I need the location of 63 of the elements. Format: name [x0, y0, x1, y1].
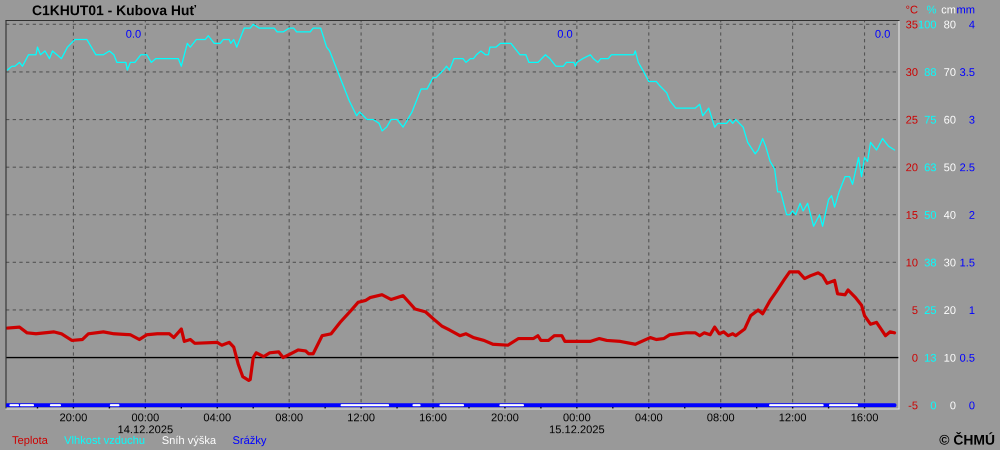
x-tick-label: 04:00: [204, 413, 231, 422]
y-axis-title: °C: [906, 6, 918, 14]
x-tick-label: 12:00: [348, 413, 375, 422]
x-tick-label: 16:00: [851, 413, 878, 422]
y-tick-label: 1: [970, 306, 974, 314]
y3-tick-label: 60: [944, 116, 956, 124]
y2-tick-label: 50: [924, 211, 936, 219]
y-tick-label: 4: [969, 20, 975, 28]
y2-axis-title: %: [927, 6, 936, 14]
y2-tick-label: 88: [924, 68, 936, 76]
line-series: [6, 24, 896, 227]
x-tick-label: 20:00: [60, 413, 87, 422]
x-tick-label: 20:00: [492, 413, 518, 422]
text: Srážky: [233, 436, 266, 446]
y2-tick-label: 13: [924, 354, 936, 362]
y3-axis-title: cm: [942, 7, 956, 14]
annotation: 0.0: [875, 30, 890, 38]
y-tick-label: 10: [906, 258, 918, 266]
y-tick-label: 20: [906, 163, 918, 172]
y-tick-label: 25: [906, 116, 918, 124]
y2-tick-label: 75: [924, 116, 936, 124]
y-tick-label: 2: [969, 211, 974, 219]
x-tick-label: 00:00 14.12.2025: [118, 413, 173, 434]
y2-tick-label: 0: [930, 401, 936, 410]
annotation: 0.0: [126, 30, 141, 38]
x-tick-label: 08:00: [707, 413, 734, 422]
y2-tick-label: 100: [918, 20, 936, 28]
annotation: 0.0: [558, 30, 572, 38]
y3-tick-label: 40: [944, 211, 956, 219]
text: © ČHMÚ: [939, 432, 994, 445]
y-tick-label: 5: [912, 306, 918, 314]
text: Vlhkost vzduchu: [64, 436, 144, 444]
y-tick-label: 1.5: [960, 258, 975, 266]
y-tick-label: 15: [906, 211, 918, 219]
y-tick-label: 0: [969, 401, 975, 410]
y-tick-label: -5: [908, 402, 918, 410]
y-tick-label: 2.5: [960, 163, 975, 172]
x-tick-label: 16:00: [420, 413, 446, 422]
y-axis-title: mm: [957, 7, 974, 14]
y-tick-label: 35: [906, 20, 918, 28]
y3-tick-label: 50: [944, 163, 956, 172]
x-tick-label: 08:00: [276, 413, 303, 422]
text: Teplota: [12, 436, 48, 446]
y-tick-label: 3.5: [960, 68, 975, 76]
chart-title: C1KHUT01 - Kubova Huť: [32, 4, 196, 16]
y-tick-label: 0.5: [960, 354, 975, 362]
y3-tick-label: 80: [944, 20, 956, 28]
line-series: [6, 270, 896, 382]
y3-tick-label: 0: [950, 401, 956, 410]
y3-tick-label: 30: [944, 258, 956, 266]
y3-tick-label: 10: [944, 354, 956, 362]
y2-tick-label: 25: [924, 306, 936, 314]
y2-tick-label: 63: [924, 163, 936, 172]
x-tick-label: 12:00: [780, 413, 806, 422]
y3-tick-label: 20: [944, 306, 956, 314]
y3-tick-label: 70: [944, 68, 956, 76]
y-tick-label: 30: [906, 68, 918, 76]
x-tick-label: 00:00 15.12.2025: [550, 413, 604, 434]
y-tick-label: 0: [912, 354, 918, 362]
y2-tick-label: 38: [924, 258, 936, 266]
x-tick-label: 04:00: [635, 413, 662, 422]
text: Sníh výška: [162, 436, 216, 446]
y-tick-label: 3: [969, 116, 975, 124]
